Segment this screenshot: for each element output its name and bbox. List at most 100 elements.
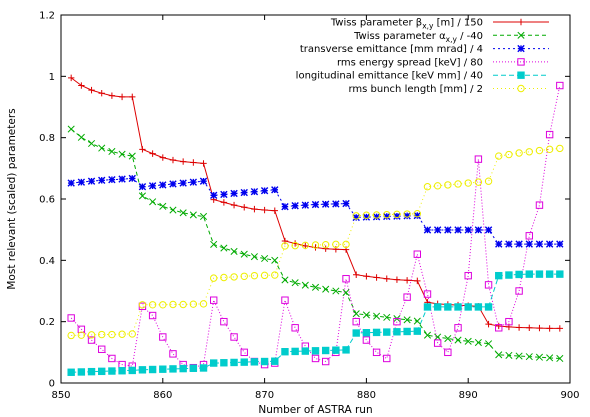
data-point — [383, 275, 390, 282]
data-point — [403, 210, 411, 218]
y-tick-label: 0.2 — [39, 317, 55, 328]
data-point — [240, 348, 248, 357]
data-point — [464, 179, 472, 187]
data-point — [159, 202, 167, 210]
data-point — [311, 347, 320, 355]
data-point — [383, 354, 391, 363]
data-point — [311, 241, 320, 249]
data-point — [301, 201, 310, 209]
data-point — [87, 367, 96, 376]
data-point — [118, 330, 126, 338]
data-point — [108, 367, 116, 375]
x-tick-label: 850 — [51, 390, 70, 401]
data-point — [291, 324, 299, 332]
data-point — [413, 210, 421, 218]
data-point — [138, 366, 147, 374]
data-point — [230, 273, 238, 281]
data-point — [342, 275, 350, 283]
data-point — [321, 357, 330, 366]
data-point — [148, 365, 157, 374]
data-point — [495, 271, 503, 280]
data-point — [515, 240, 523, 248]
data-point — [485, 320, 492, 328]
data-point — [423, 226, 432, 234]
data-point — [322, 245, 329, 252]
data-point — [220, 359, 228, 367]
data-point — [454, 336, 462, 344]
data-point — [281, 296, 289, 304]
legend-label: rms bunch length [mm] / 2 — [348, 84, 483, 95]
data-point — [108, 330, 116, 339]
data-point — [98, 345, 106, 353]
data-point — [444, 348, 452, 357]
data-point — [199, 212, 208, 221]
data-point — [362, 211, 371, 219]
legend-swatch-marker — [517, 18, 525, 26]
data-point — [505, 351, 513, 359]
axis-ticks — [60, 14, 571, 384]
data-point — [352, 317, 360, 326]
data-point — [301, 241, 310, 250]
data-point — [189, 211, 197, 219]
data-point — [291, 202, 299, 210]
data-point — [67, 368, 75, 376]
data-point — [484, 281, 493, 289]
data-point — [230, 201, 238, 209]
x-axis-label: Number of ASTRA run — [258, 404, 372, 416]
data-point — [403, 316, 411, 324]
data-point — [556, 325, 564, 332]
data-point — [505, 240, 513, 248]
data-point — [474, 338, 482, 347]
data-point — [139, 146, 146, 153]
data-point — [342, 346, 350, 354]
data-point — [189, 364, 198, 372]
data-point — [515, 149, 523, 157]
data-point — [78, 82, 85, 89]
data-point — [444, 181, 452, 189]
data-point — [301, 347, 310, 355]
data-point — [108, 175, 116, 184]
data-point — [118, 367, 126, 375]
data-point — [515, 352, 523, 360]
data-point — [291, 347, 299, 356]
data-point — [230, 247, 238, 255]
data-point — [352, 310, 360, 318]
data-point — [505, 271, 513, 279]
x-tick-label: 900 — [560, 390, 579, 401]
y-tick-label: 1.2 — [39, 11, 55, 22]
plot-lines — [70, 77, 561, 373]
data-point — [159, 301, 167, 309]
data-point — [454, 324, 462, 332]
data-point — [148, 311, 157, 320]
data-point — [240, 188, 248, 197]
data-point — [332, 287, 340, 295]
data-point — [98, 330, 106, 339]
data-point — [495, 324, 503, 332]
data-point — [332, 346, 340, 354]
data-point — [545, 240, 554, 248]
data-point — [556, 81, 564, 90]
data-point — [495, 322, 502, 330]
data-point — [199, 300, 208, 308]
data-point — [220, 199, 228, 206]
data-point — [220, 244, 228, 252]
data-point — [179, 179, 187, 187]
data-point — [535, 146, 544, 155]
data-point — [413, 250, 422, 258]
data-point — [423, 183, 432, 191]
data-point — [393, 328, 401, 336]
data-point — [169, 180, 177, 188]
data-point — [484, 226, 493, 234]
data-point — [159, 181, 167, 189]
data-point — [362, 311, 370, 319]
data-point — [240, 250, 248, 258]
x-tick-label: 880 — [357, 390, 376, 401]
data-point — [383, 212, 391, 221]
data-point — [138, 301, 147, 309]
data-point — [545, 145, 554, 154]
y-axis-label: Most relevant (scaled) parameters — [6, 108, 18, 289]
data-point — [251, 205, 258, 213]
data-point — [291, 241, 299, 250]
data-point — [403, 293, 411, 301]
data-point — [250, 271, 259, 280]
